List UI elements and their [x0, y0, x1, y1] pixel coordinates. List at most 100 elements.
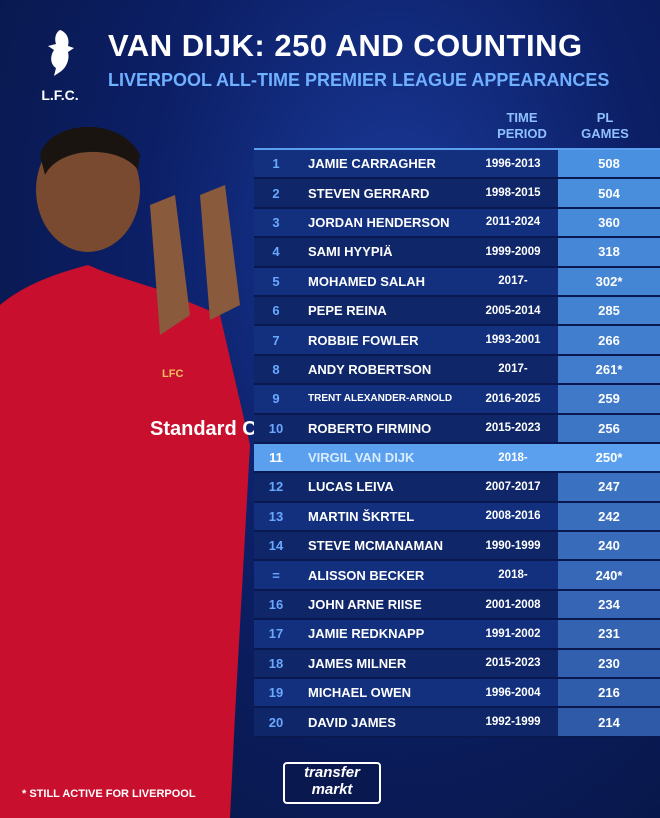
player-name: PEPE REINA — [298, 295, 468, 327]
time-period: 1999-2009 — [468, 237, 558, 268]
time-period: 2018- — [468, 442, 558, 474]
table-row: 13 MARTIN ŠKRTEL 2008-2016 242 — [254, 501, 660, 533]
time-period: 2007-2017 — [468, 472, 558, 503]
pl-games: 261* — [558, 354, 660, 386]
pl-games: 318 — [558, 237, 660, 268]
lfc-logo: L.F.C. — [30, 26, 90, 103]
time-period: 2008-2016 — [468, 501, 558, 533]
rank-cell: 17 — [254, 619, 298, 650]
table-row: 10 ROBERTO FIRMINO 2015-2023 256 — [254, 413, 660, 444]
pl-games: 285 — [558, 295, 660, 327]
rank-cell: 1 — [254, 149, 298, 180]
table-row: 5 MOHAMED SALAH 2017- 302* — [254, 266, 660, 297]
player-name: JOHN ARNE RIISE — [298, 589, 468, 621]
rank-cell: 4 — [254, 237, 298, 268]
time-period: 2015-2023 — [468, 648, 558, 680]
pl-games: 360 — [558, 207, 660, 239]
time-period: 2015-2023 — [468, 413, 558, 444]
pl-games: 216 — [558, 678, 660, 709]
transfermarkt-logo: transfer markt — [283, 762, 381, 804]
player-name: SAMI HYYPIÄ — [298, 237, 468, 268]
header-pl-games: PL GAMES — [581, 110, 629, 141]
player-name: TRENT ALEXANDER-ARNOLD — [298, 384, 468, 415]
footnote: * STILL ACTIVE FOR LIVERPOOL — [22, 788, 196, 800]
pl-games: 256 — [558, 413, 660, 444]
pl-games: 234 — [558, 589, 660, 621]
pl-games: 214 — [558, 707, 660, 738]
appearances-table: 1 JAMIE CARRAGHER 1996-2013 508 2 STEVEN GERR… — [254, 148, 660, 738]
rank-cell: 12 — [254, 472, 298, 503]
rank-cell: 20 — [254, 707, 298, 738]
rank-cell: 19 — [254, 678, 298, 709]
pl-games: 266 — [558, 325, 660, 356]
time-period: 2017- — [468, 266, 558, 297]
pl-games: 247 — [558, 472, 660, 503]
pl-games: 259 — [558, 384, 660, 415]
time-period: 1991-2002 — [468, 619, 558, 650]
player-name: VIRGIL VAN DIJK — [298, 442, 468, 474]
table-row: = ALISSON BECKER 2018- 240* — [254, 560, 660, 591]
rank-cell: 3 — [254, 207, 298, 239]
table-row: 2 STEVEN GERRARD 1998-2015 504 — [254, 178, 660, 209]
table-row: 19 MICHAEL OWEN 1996-2004 216 — [254, 678, 660, 709]
pl-games: 508 — [558, 149, 660, 180]
time-period: 1993-2001 — [468, 325, 558, 356]
player-name: ROBBIE FOWLER — [298, 325, 468, 356]
rank-cell: 8 — [254, 354, 298, 386]
time-period: 1996-2013 — [468, 149, 558, 180]
rank-cell: 10 — [254, 413, 298, 444]
player-name: JORDAN HENDERSON — [298, 207, 468, 239]
pl-games: 250* — [558, 442, 660, 474]
shirt-crest: LFC — [162, 368, 183, 380]
time-period: 1996-2004 — [468, 678, 558, 709]
rank-cell: 7 — [254, 325, 298, 356]
table-row: 16 JOHN ARNE RIISE 2001-2008 234 — [254, 589, 660, 621]
pl-games: 230 — [558, 648, 660, 680]
time-period: 2005-2014 — [468, 295, 558, 327]
table-row: 11 VIRGIL VAN DIJK 2018- 250* — [254, 442, 660, 474]
time-period: 2016-2025 — [468, 384, 558, 415]
time-period: 2017- — [468, 354, 558, 386]
logo-text: L.F.C. — [41, 87, 79, 103]
liverbird-icon — [48, 30, 74, 76]
pl-games: 240 — [558, 531, 660, 562]
pl-games: 231 — [558, 619, 660, 650]
table-row: 9 TRENT ALEXANDER-ARNOLD 2016-2025 259 — [254, 384, 660, 415]
player-name: JAMIE REDKNAPP — [298, 619, 468, 650]
rank-cell: 2 — [254, 178, 298, 209]
player-name: JAMES MILNER — [298, 648, 468, 680]
table-row: 18 JAMES MILNER 2015-2023 230 — [254, 648, 660, 680]
brand-line1: transfer — [304, 764, 360, 781]
player-name: ANDY ROBERTSON — [298, 354, 468, 386]
time-period: 1990-1999 — [468, 531, 558, 562]
pl-games: 242 — [558, 501, 660, 533]
pl-games: 504 — [558, 178, 660, 209]
table-row: 3 JORDAN HENDERSON 2011-2024 360 — [254, 207, 660, 239]
table-row: 14 STEVE MCMANAMAN 1990-1999 240 — [254, 531, 660, 562]
time-period: 2018- — [468, 560, 558, 591]
pl-games: 240* — [558, 560, 660, 591]
table-row: 12 LUCAS LEIVA 2007-2017 247 — [254, 472, 660, 503]
rank-cell: 11 — [254, 442, 298, 474]
rank-cell: 9 — [254, 384, 298, 415]
player-name: ROBERTO FIRMINO — [298, 413, 468, 444]
player-name: MARTIN ŠKRTEL — [298, 501, 468, 533]
time-period: 1998-2015 — [468, 178, 558, 209]
pl-games: 302* — [558, 266, 660, 297]
table-row: 7 ROBBIE FOWLER 1993-2001 266 — [254, 325, 660, 356]
player-name: LUCAS LEIVA — [298, 472, 468, 503]
rank-cell: 6 — [254, 295, 298, 327]
player-name: ALISSON BECKER — [298, 560, 468, 591]
rank-cell: 18 — [254, 648, 298, 680]
header-time-period: TIME PERIOD — [497, 110, 547, 141]
player-name: MICHAEL OWEN — [298, 678, 468, 709]
page-title: VAN DIJK: 250 AND COUNTING — [108, 28, 583, 63]
page-subtitle: LIVERPOOL ALL-TIME PREMIER LEAGUE APPEAR… — [108, 70, 610, 90]
rank-cell: 5 — [254, 266, 298, 297]
time-period: 2001-2008 — [468, 589, 558, 621]
player-name: STEVE MCMANAMAN — [298, 531, 468, 562]
time-period: 1992-1999 — [468, 707, 558, 738]
player-name: JAMIE CARRAGHER — [298, 149, 468, 180]
player-name: DAVID JAMES — [298, 707, 468, 738]
table-row: 6 PEPE REINA 2005-2014 285 — [254, 295, 660, 327]
